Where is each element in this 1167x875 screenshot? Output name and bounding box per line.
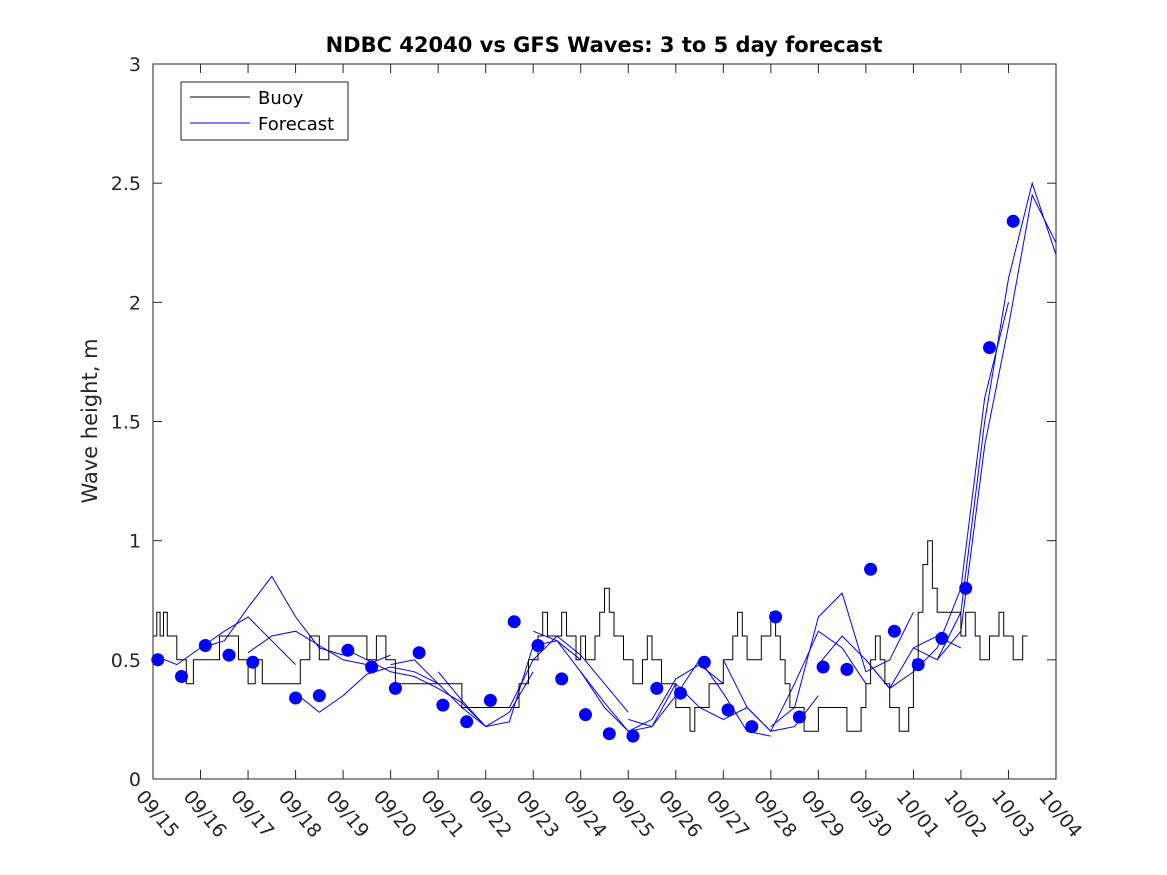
analysis-point — [840, 662, 854, 676]
analysis-point — [412, 646, 426, 660]
analysis-point — [175, 670, 188, 683]
analysis-point — [626, 729, 640, 743]
series-layer — [151, 181, 1057, 743]
analysis-point — [436, 698, 450, 712]
analysis-point — [365, 660, 379, 674]
analysis-point — [312, 689, 326, 703]
analysis-point — [460, 715, 474, 729]
analysis-point — [959, 581, 973, 595]
analysis-point — [222, 648, 236, 662]
analysis-point — [246, 655, 260, 669]
y-tick-label: 1 — [129, 531, 141, 553]
buoy-line — [153, 540, 1028, 732]
forecast-line — [152, 616, 296, 666]
analysis-point — [887, 624, 901, 638]
analysis-point — [674, 686, 687, 700]
analysis-point — [198, 639, 212, 652]
analysis-point — [721, 703, 735, 717]
analysis-point — [1006, 214, 1020, 228]
analysis-point — [792, 710, 806, 724]
analysis-point — [388, 681, 402, 695]
legend-box — [180, 81, 349, 141]
analysis-point — [864, 562, 878, 576]
analysis-point — [745, 720, 759, 734]
y-tick-label: 2.5 — [111, 173, 141, 195]
legend: Buoy Forecast — [180, 81, 349, 141]
forecast-line — [936, 193, 1057, 661]
analysis-point — [769, 610, 783, 624]
analysis-point — [151, 653, 165, 667]
plot-frame — [152, 63, 1057, 780]
analysis-point — [983, 341, 996, 355]
chart-title: NDBC 42040 vs GFS Waves: 3 to 5 day fore… — [326, 33, 883, 57]
analysis-point — [483, 693, 497, 707]
y-tick-label: 0 — [129, 769, 141, 791]
y-tick-label: 3 — [129, 54, 141, 76]
analysis-point — [935, 631, 949, 645]
analysis-point — [579, 708, 592, 722]
y-tick-label: 0.5 — [111, 650, 141, 672]
legend-forecast-label: Forecast — [258, 114, 334, 135]
forecast-line — [722, 630, 867, 733]
analysis-point — [341, 643, 355, 657]
analysis-point — [555, 672, 569, 686]
y-tick-label: 2 — [129, 292, 141, 314]
analysis-point — [602, 727, 616, 741]
y-axis-label: Wave height, m — [78, 338, 102, 503]
analysis-point — [650, 681, 664, 695]
y-tick-label: 1.5 — [111, 412, 141, 434]
analysis-point — [816, 660, 830, 674]
forecast-line — [295, 666, 439, 713]
analysis-point — [507, 615, 521, 629]
analysis-point — [289, 691, 303, 705]
analysis-point — [531, 639, 545, 652]
legend-buoy-label: Buoy — [258, 88, 304, 109]
analysis-point — [911, 658, 925, 672]
analysis-point — [697, 655, 711, 669]
